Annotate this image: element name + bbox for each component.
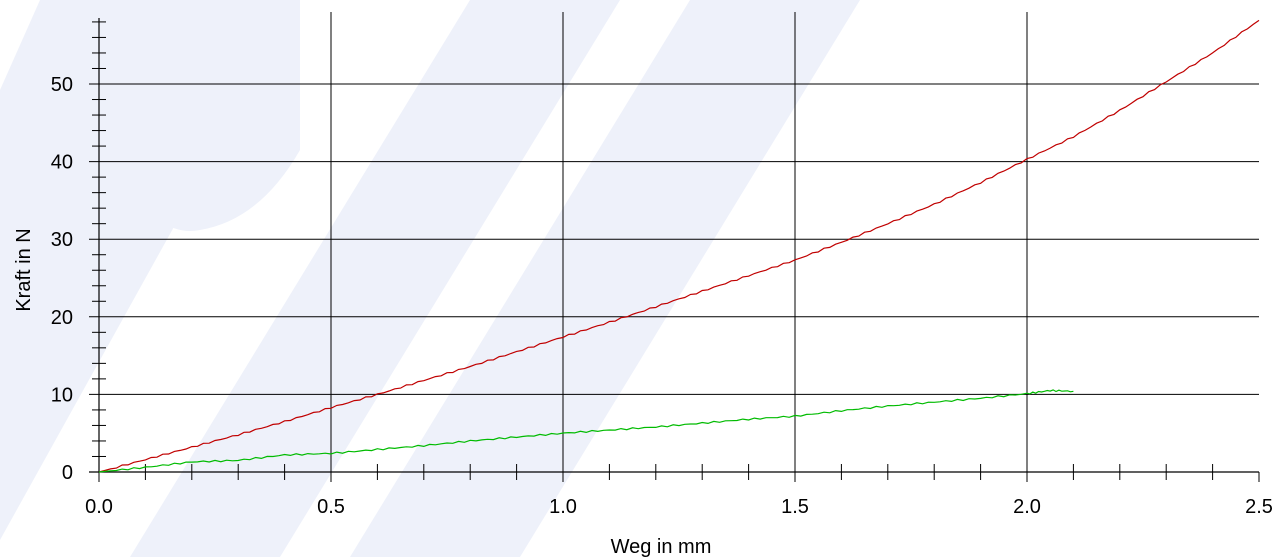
axes (89, 18, 1259, 473)
x-tick-label: 2.5 (1245, 496, 1273, 518)
series-line-2 (98, 389, 1074, 473)
y-tick-label: 0 (62, 462, 73, 484)
tick-labels: 0.0 0.5 1.0 1.5 2.0 2.5 0 10 20 30 40 50 (51, 74, 1273, 518)
watermark-shape (350, 0, 860, 557)
y-tick-label: 50 (51, 74, 73, 96)
x-tick-label: 1.0 (549, 496, 577, 518)
y-axis-label: Kraft in N (13, 228, 35, 311)
y-tick-label: 30 (51, 229, 73, 251)
y-tick-label: 40 (51, 152, 73, 174)
x-tick-label: 2.0 (1013, 496, 1041, 518)
y-tick-label: 10 (51, 384, 73, 406)
y-tick-label: 20 (51, 307, 73, 329)
x-axis-label: Weg in mm (611, 536, 712, 557)
x-tick-label: 0.5 (317, 496, 345, 518)
watermark-background (0, 0, 860, 557)
series-layer (98, 19, 1260, 473)
x-tick-label: 1.5 (781, 496, 809, 518)
watermark-shape (110, 0, 300, 231)
watermark-shape (130, 0, 620, 557)
grid-lines (89, 12, 1259, 472)
series-line-1 (98, 19, 1260, 473)
x-tick-label: 0.0 (85, 496, 113, 518)
